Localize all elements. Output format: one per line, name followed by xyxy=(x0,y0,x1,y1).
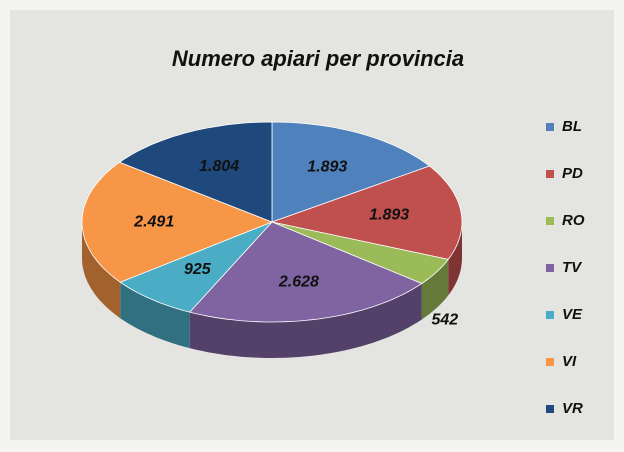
data-label: 2.491 xyxy=(133,213,174,230)
slice xyxy=(271,121,431,223)
data-label: 1.893 xyxy=(369,207,409,224)
slice xyxy=(118,121,273,223)
data-label: 2.628 xyxy=(278,274,319,291)
slice-side xyxy=(448,222,462,296)
slice xyxy=(119,221,273,313)
legend-label: VI xyxy=(562,353,577,370)
legend-swatch xyxy=(546,311,554,319)
legend-swatch xyxy=(546,405,554,413)
slice xyxy=(81,161,274,283)
legend-label: PD xyxy=(562,165,583,182)
legend-label: VE xyxy=(562,306,583,323)
legend-swatch xyxy=(546,264,554,272)
slice-side xyxy=(421,259,449,320)
slice xyxy=(188,221,423,323)
data-label: 1.893 xyxy=(307,158,347,175)
slice-side xyxy=(82,222,121,319)
slice xyxy=(270,165,463,260)
data-label: 542 xyxy=(432,312,459,329)
legend-label: RO xyxy=(562,212,585,229)
legend-label: TV xyxy=(562,259,583,276)
data-label: 1.804 xyxy=(199,158,239,175)
chart-title: Numero apiari per provincia xyxy=(172,46,464,71)
slice-side xyxy=(120,282,190,349)
legend-swatch xyxy=(546,217,554,225)
legend-swatch xyxy=(546,123,554,131)
slice xyxy=(271,221,449,284)
data-label: 925 xyxy=(184,261,212,278)
legend-swatch xyxy=(546,358,554,366)
legend-label: BL xyxy=(562,118,582,135)
legend-label: VR xyxy=(562,400,583,417)
legend-swatch xyxy=(546,170,554,178)
